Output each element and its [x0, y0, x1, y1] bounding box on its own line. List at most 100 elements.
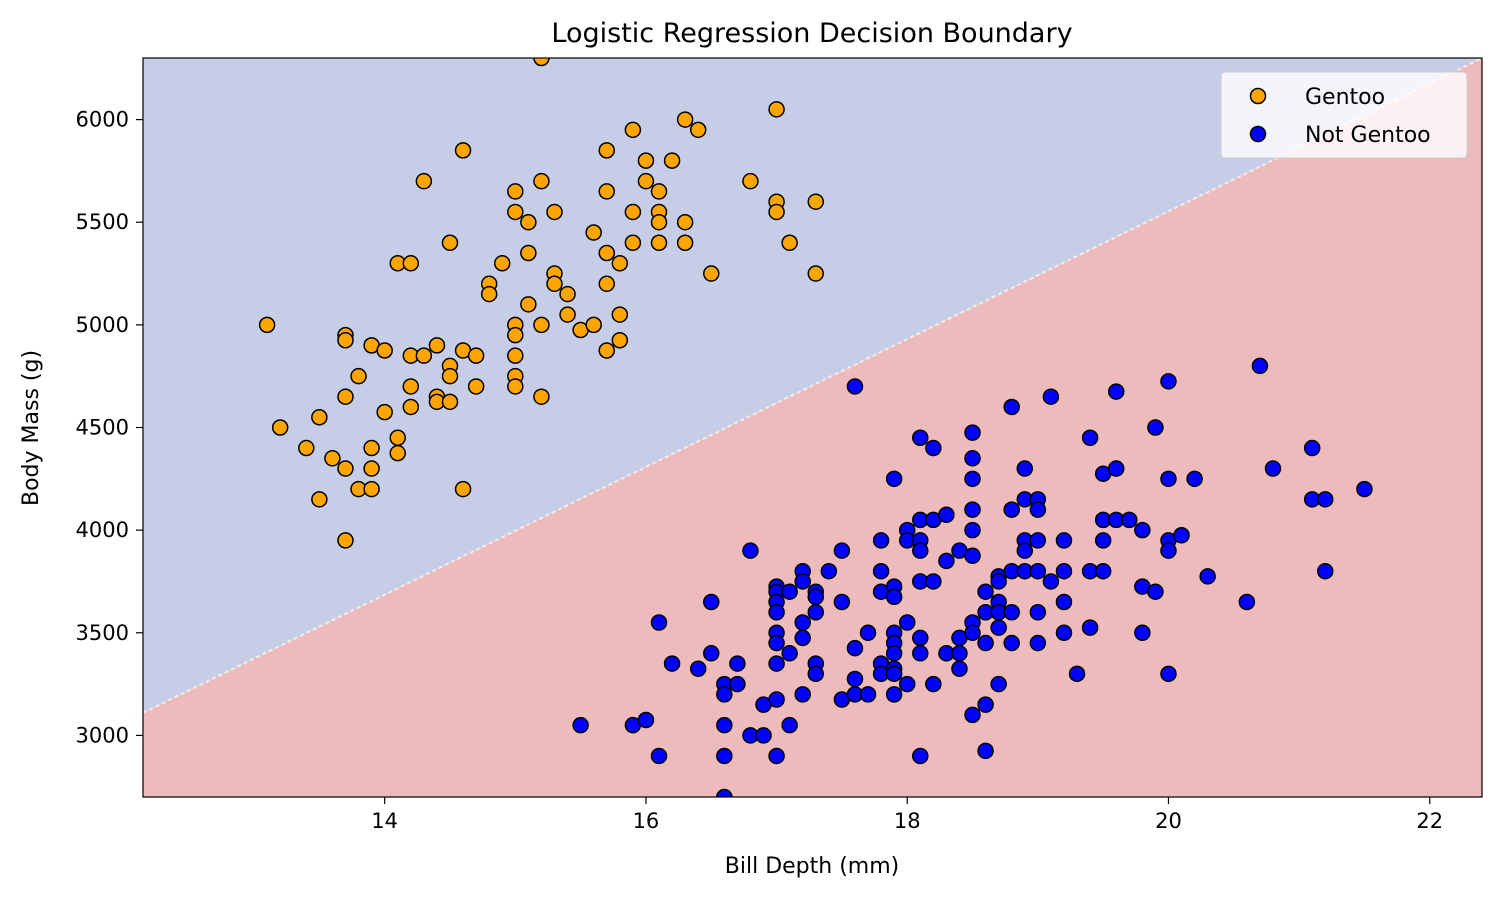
data-point: [637, 152, 655, 169]
y-tick-label: 4500: [76, 416, 129, 440]
y-tick-label: 5500: [76, 210, 129, 234]
data-point: [781, 234, 798, 251]
data-point: [1251, 357, 1269, 375]
data-point: [402, 398, 420, 416]
data-point: [1003, 604, 1020, 621]
series-gentoo: [258, 58, 825, 549]
data-point: [650, 747, 668, 765]
data-point: [363, 460, 380, 477]
data-point: [337, 532, 354, 549]
data-point: [846, 670, 864, 688]
data-point: [507, 183, 524, 200]
data-point: [912, 645, 929, 662]
legend-frame: [1220, 71, 1468, 159]
data-point: [716, 788, 733, 797]
y-axis: 3000 3500 4000 4500 5000 5500 6000: [76, 108, 143, 747]
data-point: [663, 655, 681, 672]
data-point: [794, 686, 811, 703]
data-point: [507, 378, 524, 395]
data-point: [885, 470, 903, 488]
data-point: [467, 347, 485, 364]
data-point: [964, 624, 981, 642]
data-point: [885, 645, 903, 662]
data-point: [1094, 532, 1112, 549]
data-point: [977, 583, 994, 600]
data-point: [441, 234, 459, 251]
data-point: [1003, 634, 1020, 652]
data-point: [1121, 511, 1138, 529]
data-point: [689, 121, 707, 139]
data-point: [716, 716, 733, 734]
data-point: [454, 142, 472, 159]
data-point: [1107, 460, 1125, 477]
data-point: [585, 316, 602, 334]
data-point: [964, 450, 981, 467]
y-tick-label: 4000: [76, 518, 129, 542]
data-point: [1029, 634, 1047, 652]
data-point: [598, 183, 616, 200]
data-point: [520, 296, 537, 313]
legend: Gentoo Not Gentoo: [1220, 71, 1468, 159]
data-point: [885, 588, 903, 606]
data-point: [1160, 665, 1177, 683]
data-point: [1160, 542, 1177, 559]
series-not-gentoo: [572, 357, 1373, 797]
data-point: [598, 142, 616, 159]
data-point: [1107, 383, 1125, 400]
x-tick-label: 18: [894, 809, 921, 833]
data-point: [1029, 562, 1047, 580]
y-tick-label: 3000: [76, 723, 129, 747]
decision-regions: [143, 58, 1482, 797]
data-point: [559, 285, 576, 303]
data-point: [650, 213, 668, 231]
y-axis-label: Body Mass (g): [19, 350, 44, 506]
y-tick-label: 3500: [76, 621, 129, 645]
data-point: [781, 716, 798, 734]
data-point: [912, 747, 929, 765]
data-point: [846, 378, 864, 395]
data-point: [872, 562, 890, 580]
data-point: [912, 629, 929, 647]
data-point: [663, 152, 681, 169]
data-point: [964, 706, 981, 724]
x-tick-label: 14: [371, 809, 398, 833]
data-point: [1160, 373, 1177, 390]
chart-title: Logistic Regression Decision Boundary: [551, 18, 1072, 49]
data-point: [742, 542, 759, 559]
data-point: [807, 604, 825, 621]
data-point: [781, 645, 798, 662]
data-point: [807, 265, 825, 282]
data-point: [807, 193, 825, 210]
data-point: [1055, 532, 1073, 549]
data-point: [794, 614, 811, 631]
data-point: [1042, 388, 1060, 405]
data-point: [415, 347, 433, 364]
data-point: [507, 203, 524, 221]
data-point: [885, 686, 903, 703]
data-point: [1016, 542, 1034, 559]
data-point: [716, 686, 733, 703]
data-point: [833, 542, 851, 559]
y-tick-label: 6000: [76, 108, 129, 132]
data-point: [912, 542, 929, 559]
data-point: [990, 619, 1007, 636]
data-point: [441, 367, 459, 385]
data-point: [676, 111, 694, 128]
data-point: [1029, 501, 1047, 518]
data-point: [1029, 532, 1047, 549]
data-point: [598, 342, 616, 359]
data-point: [729, 655, 746, 672]
data-point: [768, 691, 785, 708]
data-point: [1068, 665, 1086, 683]
x-axis-label: Bill Depth (mm): [725, 854, 899, 879]
data-point: [507, 347, 524, 364]
data-point: [1316, 491, 1334, 508]
data-point: [520, 244, 537, 262]
data-point: [1147, 419, 1164, 436]
data-point: [389, 429, 406, 447]
data-point: [428, 337, 446, 354]
data-point: [350, 367, 367, 385]
data-point: [441, 393, 459, 411]
data-point: [938, 506, 955, 523]
data-point: [493, 255, 511, 272]
